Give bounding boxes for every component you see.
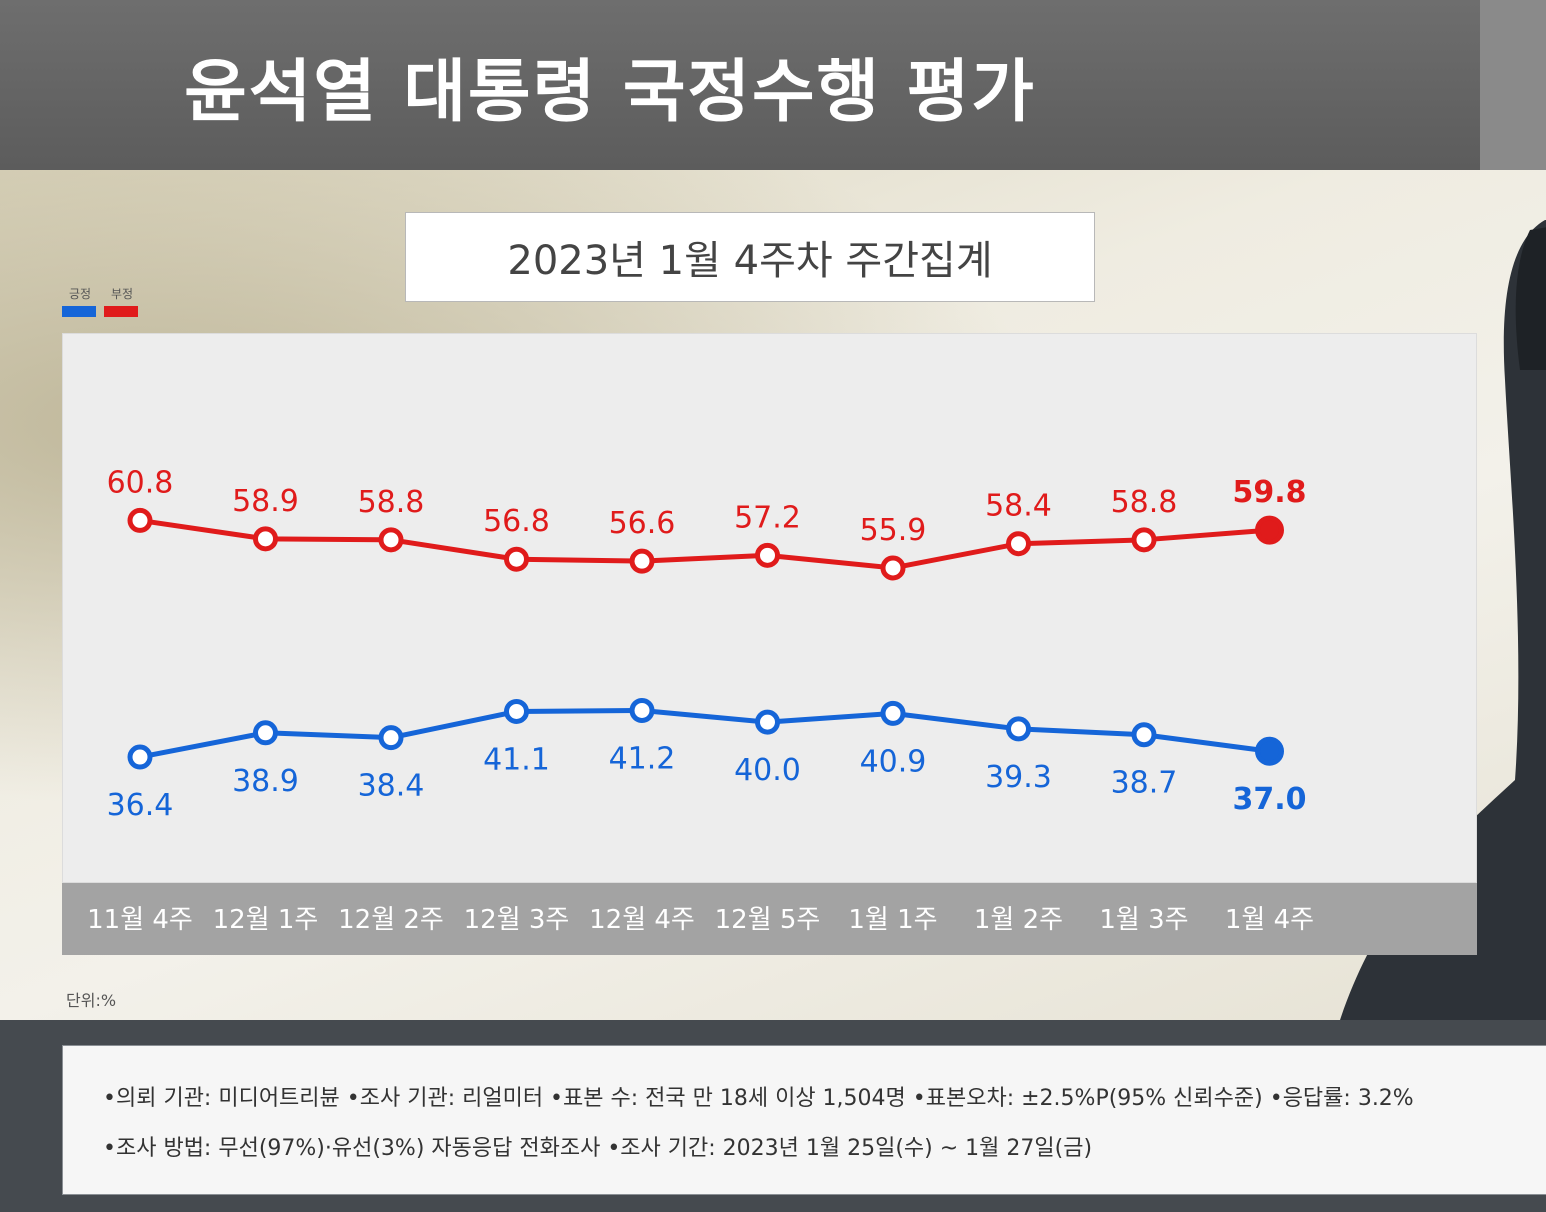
point-negative-0 bbox=[127, 507, 153, 533]
point-negative-9 bbox=[1255, 515, 1284, 545]
header-side-panel bbox=[1480, 0, 1546, 170]
data-label-positive-3: 41.1 bbox=[483, 742, 550, 777]
title-banner: 윤석열 대통령 국정수행 평가 bbox=[0, 0, 1480, 170]
x-tick-label-8: 1월 3주 bbox=[1099, 905, 1188, 935]
x-tick-label-6: 1월 1주 bbox=[848, 905, 937, 935]
point-positive-0 bbox=[127, 744, 153, 770]
point-negative-8 bbox=[1131, 527, 1157, 553]
data-label-negative-2: 58.8 bbox=[358, 485, 425, 520]
point-positive-2 bbox=[378, 725, 404, 751]
data-label-negative-7: 58.4 bbox=[985, 489, 1052, 524]
x-tick-label-3: 12월 3주 bbox=[464, 905, 570, 935]
point-negative-7 bbox=[1006, 531, 1031, 557]
legend-item-negative: 부정 bbox=[104, 285, 140, 317]
x-tick-label-1: 12월 1주 bbox=[213, 905, 319, 935]
point-negative-5 bbox=[755, 542, 780, 568]
point-negative-3 bbox=[504, 546, 529, 572]
subtitle-box: 2023년 1월 4주차 주간집계 bbox=[405, 212, 1095, 302]
x-tick-label-7: 1월 2주 bbox=[974, 905, 1063, 935]
data-label-negative-3: 56.8 bbox=[483, 504, 550, 539]
legend-label-positive: 긍정 bbox=[68, 287, 92, 301]
legend-swatch-negative bbox=[104, 306, 138, 317]
data-label-positive-7: 39.3 bbox=[985, 760, 1052, 795]
survey-notes: •의뢰 기관: 미디어트리뷴 •조사 기관: 리얼미터 •표본 수: 전국 만 … bbox=[62, 1045, 1546, 1195]
x-axis-band bbox=[62, 883, 1477, 955]
data-label-positive-9: 37.0 bbox=[1232, 782, 1306, 817]
point-negative-1 bbox=[253, 526, 278, 552]
data-label-positive-0: 36.4 bbox=[107, 788, 174, 823]
data-label-positive-1: 38.9 bbox=[232, 764, 299, 799]
data-label-positive-2: 38.4 bbox=[358, 769, 425, 804]
data-label-positive-5: 40.0 bbox=[734, 753, 801, 788]
data-label-negative-4: 56.6 bbox=[609, 506, 676, 541]
plot-area bbox=[62, 333, 1477, 883]
note-line-1: •의뢰 기관: 미디어트리뷴 •조사 기관: 리얼미터 •표본 수: 전국 만 … bbox=[103, 1086, 1414, 1111]
legend-label-negative: 부정 bbox=[110, 287, 134, 301]
data-label-positive-4: 41.2 bbox=[609, 741, 676, 776]
series-line-positive bbox=[139, 707, 1270, 760]
point-negative-6 bbox=[880, 555, 906, 581]
data-label-negative-6: 55.9 bbox=[860, 513, 927, 548]
unit-label: 단위:% bbox=[66, 991, 117, 1010]
point-positive-1 bbox=[253, 720, 278, 746]
point-negative-2 bbox=[378, 527, 404, 553]
point-positive-3 bbox=[504, 698, 529, 724]
data-label-positive-8: 38.7 bbox=[1111, 766, 1178, 801]
data-label-negative-8: 58.8 bbox=[1111, 485, 1178, 520]
x-tick-label-4: 12월 4주 bbox=[589, 905, 695, 935]
person-silhouette bbox=[1340, 220, 1546, 1020]
legend-swatch-positive bbox=[62, 306, 96, 317]
x-tick-label-0: 11월 4주 bbox=[87, 905, 193, 935]
point-positive-6 bbox=[880, 700, 906, 726]
data-label-negative-1: 58.9 bbox=[232, 484, 299, 519]
page-title: 윤석열 대통령 국정수행 평가 bbox=[184, 52, 1036, 132]
data-label-negative-0: 60.8 bbox=[107, 465, 174, 500]
x-tick-label-5: 12월 5주 bbox=[715, 905, 821, 935]
point-negative-4 bbox=[629, 548, 655, 574]
legend-item-positive: 긍정 bbox=[62, 285, 98, 317]
point-positive-4 bbox=[629, 697, 655, 723]
point-positive-7 bbox=[1006, 716, 1031, 742]
x-tick-label-9: 1월 4주 bbox=[1225, 905, 1314, 935]
point-positive-5 bbox=[755, 709, 780, 735]
data-label-positive-6: 40.9 bbox=[860, 744, 927, 779]
series-line-negative bbox=[139, 517, 1270, 571]
data-label-negative-5: 57.2 bbox=[734, 500, 801, 535]
data-label-negative-9: 59.8 bbox=[1232, 475, 1306, 510]
point-positive-9 bbox=[1255, 736, 1284, 766]
x-tick-label-2: 12월 2주 bbox=[338, 905, 444, 935]
point-positive-8 bbox=[1131, 722, 1157, 748]
note-line-2: •조사 방법: 무선(97%)·유선(3%) 자동응답 전화조사 •조사 기간:… bbox=[103, 1136, 1093, 1161]
